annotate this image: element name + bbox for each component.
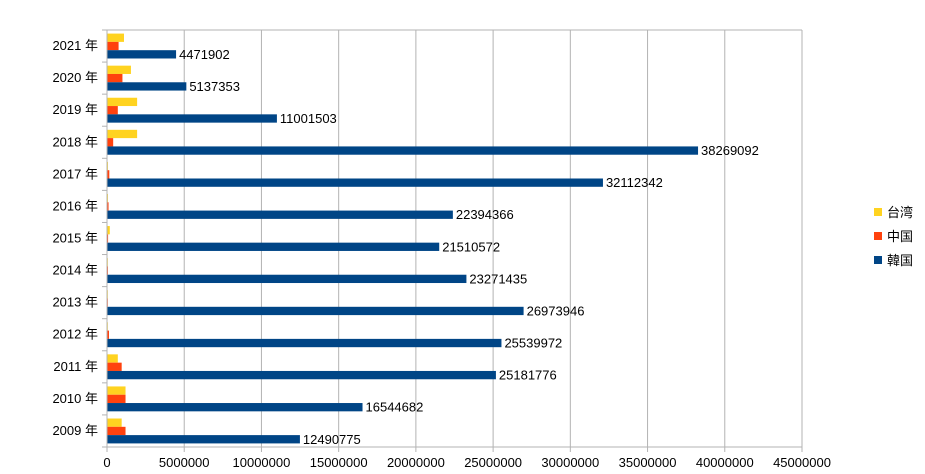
bar: [107, 114, 277, 123]
bar: [107, 41, 119, 51]
data-label: 16544682: [366, 400, 424, 415]
bar: [107, 435, 300, 444]
x-tick-label: 10000000: [233, 455, 291, 470]
bar: [107, 386, 126, 395]
legend-swatch: [874, 256, 882, 264]
x-tick-label: 35000000: [619, 455, 677, 470]
bar: [107, 106, 118, 115]
data-label: 25539972: [504, 336, 562, 351]
y-tick-label: 2013 年: [52, 295, 98, 310]
y-tick-label: 2021 年: [52, 38, 98, 53]
bar: [107, 354, 118, 363]
bar: [107, 202, 109, 211]
bar: [107, 234, 109, 243]
bar: [107, 226, 110, 235]
bar: [107, 65, 131, 74]
y-axis-labels: 2021 年 2020 年 2019 年 2018 年 2017 年 2016 年 2015…: [52, 38, 98, 438]
bar: [107, 82, 187, 91]
bar: [107, 370, 496, 380]
bar: [107, 330, 110, 339]
data-label: 38269092: [701, 143, 759, 158]
bar: [107, 338, 502, 348]
y-tick-label: 2010 年: [52, 391, 98, 406]
y-tick-label: 2019 年: [52, 102, 98, 117]
x-tick-label: 25000000: [464, 455, 522, 470]
x-tick-label: 15000000: [310, 455, 368, 470]
data-label: 23271435: [469, 271, 527, 286]
bar: [107, 418, 122, 427]
y-tick-label: 2012 年: [52, 327, 98, 342]
bar: [107, 97, 138, 107]
x-tick-label: 30000000: [541, 455, 599, 470]
data-label: 25181776: [499, 368, 557, 383]
x-tick-label: 20000000: [387, 455, 445, 470]
data-label: 11001503: [280, 111, 337, 126]
y-tick-label: 2016 年: [52, 198, 98, 213]
x-tick-label: 5000000: [159, 455, 210, 470]
data-label: 5137353: [189, 79, 240, 94]
bar: [107, 73, 123, 83]
bar: [107, 50, 177, 59]
legend-swatch: [874, 232, 882, 240]
data-label: 26973946: [527, 303, 585, 318]
x-tick-label: 0: [103, 455, 110, 470]
bar: [107, 210, 453, 219]
bar: [107, 33, 124, 42]
bar: [107, 129, 138, 139]
bar: [107, 242, 440, 251]
bar: [107, 394, 126, 404]
y-tick-label: 2011 年: [53, 359, 98, 374]
legend-swatch: [874, 208, 882, 216]
bar: [107, 426, 126, 436]
y-tick-label: 2015 年: [52, 231, 98, 246]
bar: [107, 362, 122, 371]
x-tick-label: 40000000: [696, 455, 754, 470]
bar: [107, 178, 603, 187]
bar: [107, 403, 363, 412]
x-axis-labels: 0 5000000 10000000 15000000 20000000 25000000…: [103, 455, 831, 470]
legend-label: 韓国: [887, 253, 913, 268]
bar: [107, 146, 699, 155]
grid-lines: [106, 30, 803, 447]
bar: [107, 138, 114, 147]
y-tick-label: 2014 年: [52, 263, 98, 278]
data-label: 12490775: [303, 432, 361, 447]
y-tick-label: 2009 年: [52, 423, 98, 438]
legend-label: 台湾: [887, 205, 913, 220]
y-tick-label: 2017 年: [52, 166, 98, 181]
axes: [102, 29, 803, 452]
data-label: 4471902: [179, 47, 230, 62]
legend-label: 中国: [887, 229, 913, 244]
y-tick-label: 2020 年: [52, 70, 98, 85]
bar: [107, 170, 110, 179]
bar: [107, 274, 467, 284]
bar: [107, 306, 524, 316]
y-tick-label: 2018 年: [52, 134, 98, 149]
x-tick-label: 45000000: [773, 455, 831, 470]
data-label: 32112342: [606, 175, 663, 190]
bars: [107, 33, 699, 444]
data-label: 22394366: [456, 207, 514, 222]
data-label: 21510572: [442, 239, 500, 254]
data-labels: 4471902 5137353 11001503 38269092 32112342 22…: [179, 47, 759, 447]
